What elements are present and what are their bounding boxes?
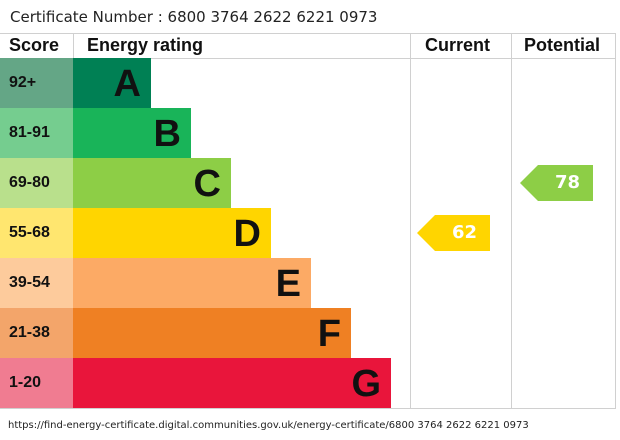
band-letter: D (233, 213, 261, 255)
header-potential: Potential (524, 35, 601, 55)
grid-line (615, 33, 616, 409)
score-range-d: 55-68 (0, 208, 73, 258)
band-letter: A (113, 63, 141, 105)
band-bar-d: D (73, 208, 271, 258)
grid-line (73, 33, 74, 58)
grid-line (0, 58, 616, 59)
band-bar-c: C (73, 158, 231, 208)
potential-rating-arrow: 78 (520, 165, 593, 201)
score-range-e: 39-54 (0, 258, 73, 308)
band-bar-g: G (73, 358, 391, 408)
potential-rating-value: 78 (554, 172, 581, 193)
certificate-number: Certificate Number : 6800 3764 2622 6221… (10, 8, 378, 26)
band-bar-f: F (73, 308, 351, 358)
score-range-b: 81-91 (0, 108, 73, 158)
score-range-c: 69-80 (0, 158, 73, 208)
grid-line (410, 33, 411, 409)
score-range-g: 1-20 (0, 358, 73, 408)
band-letter: C (193, 163, 221, 205)
current-rating-value: 62 (451, 222, 478, 243)
band-bar-a: A (73, 58, 151, 108)
score-range-f: 21-38 (0, 308, 73, 358)
header-energy-rating: Energy rating (87, 35, 204, 55)
band-bar-b: B (73, 108, 191, 158)
band-letter: E (275, 263, 301, 305)
certificate-url[interactable]: https://find-energy-certificate.digital.… (8, 420, 529, 431)
grid-line (0, 33, 616, 34)
current-rating-arrow: 62 (417, 215, 490, 251)
grid-line (511, 33, 512, 409)
band-letter: F (317, 313, 341, 355)
band-letter: G (351, 363, 381, 405)
header-current: Current (425, 35, 491, 55)
band-bar-e: E (73, 258, 311, 308)
band-letter: B (153, 113, 181, 155)
grid-line (0, 408, 616, 409)
score-range-a: 92+ (0, 58, 73, 108)
header-score: Score (9, 35, 60, 55)
